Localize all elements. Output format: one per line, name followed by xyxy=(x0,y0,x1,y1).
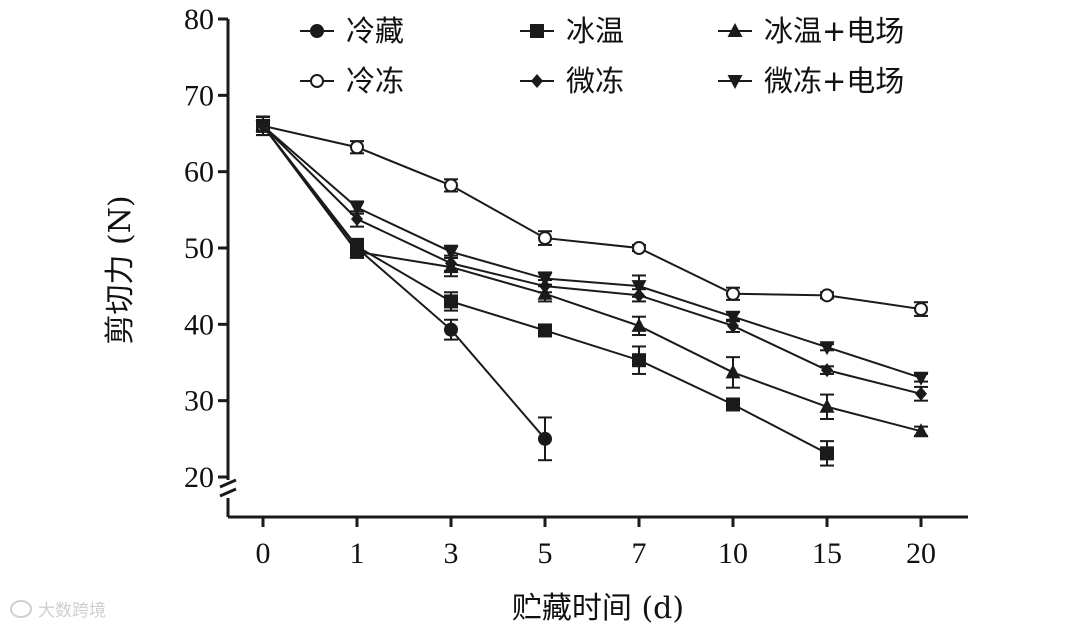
data-point xyxy=(913,423,929,438)
data-point xyxy=(444,178,458,193)
data-point xyxy=(444,322,458,337)
weibo-logo-icon xyxy=(10,599,32,618)
data-point xyxy=(820,288,834,303)
legend-marker xyxy=(310,74,324,88)
data-point xyxy=(444,294,458,309)
y-tick-label: 70 xyxy=(184,79,214,112)
legend-item: 冰温 xyxy=(520,14,624,48)
x-tick-label: 5 xyxy=(538,537,553,570)
y-tick-label: 20 xyxy=(184,461,214,494)
legend-item: 冷冻 xyxy=(300,64,404,98)
watermark: 大数跨境 xyxy=(10,596,106,621)
x-tick-label: 0 xyxy=(256,537,271,570)
data-point xyxy=(538,231,552,246)
data-point xyxy=(819,398,835,413)
data-point xyxy=(631,317,647,332)
data-point xyxy=(632,353,646,368)
data-point xyxy=(537,272,553,287)
legend-label: 微冻+电场 xyxy=(764,64,904,98)
series-line xyxy=(262,125,922,395)
legend-label: 冷藏 xyxy=(346,14,404,48)
x-tick-label: 15 xyxy=(812,537,842,570)
legend-marker xyxy=(310,24,324,38)
legend-marker xyxy=(727,75,743,89)
y-tick-label: 50 xyxy=(184,232,214,265)
data-point xyxy=(726,397,740,412)
data-point xyxy=(443,245,459,260)
data-point xyxy=(349,201,365,216)
legend-label: 冷冻 xyxy=(346,64,404,98)
x-axis-title: 贮藏时间 (d) xyxy=(512,591,684,626)
series-line xyxy=(262,125,922,379)
data-point xyxy=(255,119,271,134)
data-point xyxy=(913,371,929,386)
data-point xyxy=(725,310,741,325)
legend-item: 冷藏 xyxy=(300,14,404,48)
legend-label: 冰温 xyxy=(566,14,624,48)
x-tick-label: 1 xyxy=(350,537,365,570)
data-point xyxy=(821,363,833,378)
legend-item: 微冻+电场 xyxy=(718,64,904,98)
data-point xyxy=(445,256,457,271)
legend-label: 冰温+电场 xyxy=(764,14,904,48)
x-tick-label: 10 xyxy=(718,537,748,570)
legend-item: 冰温+电场 xyxy=(718,14,904,48)
data-point xyxy=(726,286,740,301)
y-tick-label: 40 xyxy=(184,308,214,341)
y-axis-ticks: 20 30 40 50 60 70 80 xyxy=(184,3,228,494)
data-point xyxy=(631,280,647,295)
data-point xyxy=(538,431,552,446)
series-3 xyxy=(256,115,928,317)
data-point xyxy=(819,341,835,356)
data-point xyxy=(349,243,365,258)
data-point xyxy=(915,386,927,401)
y-tick-label: 80 xyxy=(184,3,214,36)
data-point xyxy=(632,241,646,255)
data-point xyxy=(914,302,928,317)
x-tick-label: 7 xyxy=(632,537,647,570)
legend-marker xyxy=(530,24,544,38)
legend-item: 微冻 xyxy=(520,64,624,98)
data-point xyxy=(351,211,363,226)
data-point xyxy=(538,323,552,338)
y-tick-label: 30 xyxy=(184,385,214,418)
y-tick-label: 60 xyxy=(184,156,214,189)
x-tick-label: 20 xyxy=(906,537,936,570)
legend-label: 微冻 xyxy=(566,64,624,98)
x-axis-ticks: 0 1 3 5 7 10 15 20 xyxy=(256,517,936,570)
series-5 xyxy=(255,115,929,386)
series-line xyxy=(262,125,922,433)
data-point xyxy=(727,318,739,333)
legend-marker xyxy=(727,23,743,37)
y-axis-title: 剪切力 (N) xyxy=(103,195,138,344)
legend-marker xyxy=(531,74,543,88)
data-point xyxy=(820,446,834,461)
series-line xyxy=(262,124,922,311)
axis-break-mark xyxy=(219,478,237,489)
axis-break-mark xyxy=(219,487,237,498)
x-tick-label: 3 xyxy=(444,537,459,570)
series-layer xyxy=(255,115,929,467)
data-point xyxy=(725,364,741,379)
series-0 xyxy=(256,115,552,462)
data-point xyxy=(350,140,364,155)
series-2 xyxy=(255,115,929,438)
watermark-text: 大数跨境 xyxy=(38,601,106,621)
